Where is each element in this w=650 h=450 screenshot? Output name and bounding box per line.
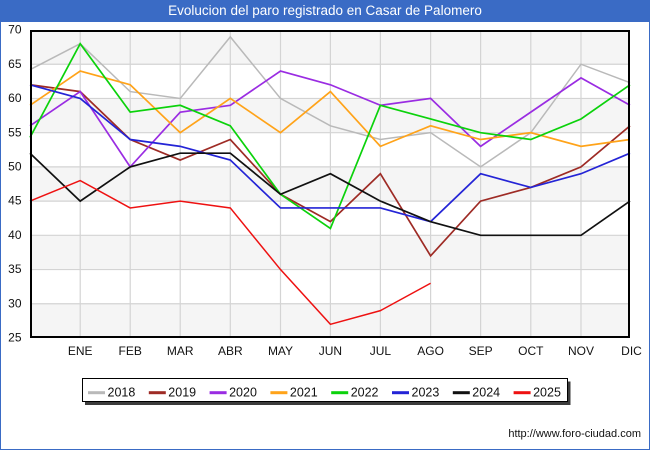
svg-text:2022: 2022	[351, 385, 379, 399]
svg-text:45: 45	[8, 194, 22, 208]
svg-text:AGO: AGO	[417, 344, 444, 358]
svg-text:2025: 2025	[533, 385, 561, 399]
svg-text:JUL: JUL	[370, 344, 392, 358]
svg-text:DIC: DIC	[621, 344, 642, 358]
svg-text:FEB: FEB	[119, 344, 142, 358]
svg-text:http://www.foro-ciudad.com: http://www.foro-ciudad.com	[508, 428, 641, 440]
svg-text:65: 65	[8, 57, 22, 71]
svg-text:ENE: ENE	[68, 344, 93, 358]
svg-text:40: 40	[8, 228, 22, 242]
svg-text:60: 60	[8, 91, 22, 105]
svg-text:70: 70	[8, 23, 22, 37]
svg-text:2020: 2020	[229, 385, 257, 399]
svg-text:50: 50	[8, 159, 22, 173]
svg-text:2024: 2024	[472, 385, 500, 399]
svg-text:2021: 2021	[290, 385, 318, 399]
svg-text:OCT: OCT	[518, 344, 544, 358]
svg-text:JUN: JUN	[319, 344, 342, 358]
svg-text:MAR: MAR	[167, 344, 194, 358]
svg-text:SEP: SEP	[469, 344, 493, 358]
svg-text:NOV: NOV	[568, 344, 594, 358]
svg-text:ABR: ABR	[218, 344, 243, 358]
svg-text:2018: 2018	[108, 385, 136, 399]
svg-text:30: 30	[8, 296, 22, 310]
svg-text:35: 35	[8, 262, 22, 276]
svg-text:25: 25	[8, 331, 22, 345]
svg-text:55: 55	[8, 125, 22, 139]
svg-text:2023: 2023	[412, 385, 440, 399]
svg-text:MAY: MAY	[268, 344, 293, 358]
svg-text:2019: 2019	[168, 385, 196, 399]
